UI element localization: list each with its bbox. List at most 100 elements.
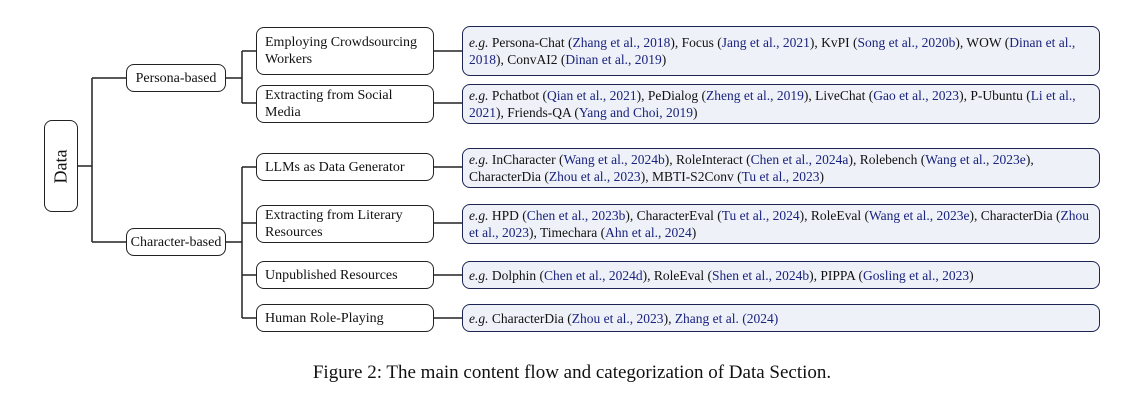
- dataset-name: P-Ubuntu (: [970, 88, 1031, 103]
- citation-link[interactable]: Song et al., 2020b: [857, 35, 956, 50]
- dataset-name: RoleEval (: [653, 267, 712, 283]
- eg-prefix: e.g.: [469, 35, 489, 50]
- dataset-name: CharacterDia (: [491, 310, 572, 326]
- leaf-crowdsourcing: Employing Crowdsourcing Workers: [256, 27, 434, 75]
- connector-leaf-examples: [434, 50, 462, 319]
- citation-link[interactable]: Zhou et al., 2023: [571, 310, 664, 326]
- dataset-name: CharacterDia (: [469, 169, 549, 184]
- dataset-name: InCharacter (: [491, 152, 564, 167]
- leaf-unpublished: Unpublished Resources: [256, 261, 434, 289]
- leaf-label: Unpublished Resources: [265, 267, 398, 283]
- citation-link[interactable]: Chen et al., 2024d: [544, 267, 643, 283]
- root-node-data: Data: [44, 120, 78, 212]
- citation-link[interactable]: Yang and Choi, 2019: [578, 105, 694, 120]
- citation-link[interactable]: Chen et al., 2023b: [526, 208, 626, 223]
- citation-link[interactable]: Gao et al., 2023: [873, 88, 960, 103]
- example-item: HPD (Chen et al., 2023b),: [491, 208, 637, 223]
- citation-link[interactable]: Zhang et al. (2024): [674, 310, 779, 326]
- leaf-label: Employing Crowdsourcing Workers: [265, 35, 418, 67]
- eg-prefix: e.g.: [469, 88, 489, 103]
- eg-prefix: e.g.: [469, 152, 489, 167]
- citation-link[interactable]: Tu et al., 2024: [721, 208, 800, 223]
- examples-box: e.g. CharacterDia (Zhou et al., 2023), Z…: [462, 304, 1100, 332]
- example-item: Dolphin (Chen et al., 2024d),: [491, 267, 654, 283]
- branch-character-based: Character-based: [126, 228, 226, 256]
- branch-persona-based: Persona-based: [126, 64, 226, 92]
- citation-link[interactable]: Zhou et al., 2023: [548, 169, 641, 184]
- example-item: WOW (Dinan et al., 2018),: [469, 35, 1076, 67]
- dataset-name: LiveChat (: [815, 88, 874, 103]
- citation-link[interactable]: Gosling et al., 2023: [863, 267, 970, 283]
- example-item: RoleEval (Shen et al., 2024b),: [653, 267, 821, 283]
- eg-prefix: e.g.: [469, 267, 489, 283]
- examples-box: e.g. InCharacter (Wang et al., 2024b), R…: [462, 148, 1100, 188]
- dataset-name: CharacterDia (: [980, 208, 1061, 223]
- connector-lines: [78, 50, 462, 319]
- example-item: PIPPA (Gosling et al., 2023): [820, 267, 974, 283]
- leaf-literary: Extracting from Literary Resources: [256, 205, 434, 243]
- example-item: Timechara (Ahn et al., 2024): [540, 225, 697, 240]
- example-item: P-Ubuntu (Li et al., 2021),: [469, 88, 1076, 120]
- dataset-name: MBTI-S2Conv (: [651, 169, 742, 184]
- citation-link[interactable]: Li et al., 2021: [469, 88, 1076, 120]
- citation-link[interactable]: Tu et al., 2023: [741, 169, 820, 184]
- dataset-name: Focus (: [681, 35, 722, 50]
- example-item: Zhang et al. (2024): [675, 311, 778, 326]
- leaf-social-media: Extracting from Social Media: [256, 85, 434, 123]
- dataset-name: HPD (: [491, 208, 527, 223]
- dataset-name: WOW (: [966, 35, 1010, 50]
- example-item: Friends-QA (Yang and Choi, 2019): [507, 105, 698, 120]
- branch-label: Character-based: [130, 234, 222, 250]
- citation-link[interactable]: Wang et al., 2023e: [925, 152, 1026, 167]
- root-label: Data: [50, 149, 71, 183]
- citation-link[interactable]: Ahn et al., 2024: [605, 225, 692, 240]
- example-item: Persona-Chat (Zhang et al., 2018),: [491, 35, 682, 50]
- citation-link[interactable]: Zhang et al., 2018: [572, 35, 671, 50]
- dataset-name: RoleInteract (: [675, 152, 751, 167]
- citation-link[interactable]: Dinan et al., 2018: [469, 35, 1076, 67]
- examples-box: e.g. HPD (Chen et al., 2023b), Character…: [462, 204, 1100, 244]
- example-item: RoleEval (Wang et al., 2023e),: [810, 208, 981, 223]
- example-item: KvPI (Song et al., 2020b),: [821, 35, 967, 50]
- citation-link[interactable]: Jang et al., 2021: [721, 35, 810, 50]
- dataset-name: Timechara (: [540, 225, 606, 240]
- example-item: CharacterDia (Zhou et al., 2023),: [491, 310, 675, 326]
- example-item: Pchatbot (Qian et al., 2021),: [491, 88, 648, 103]
- connector-root: [78, 77, 126, 243]
- dataset-name: ConvAI2 (: [507, 52, 566, 67]
- dataset-name: Dolphin (: [491, 267, 544, 283]
- citation-link[interactable]: Wang et al., 2023e: [868, 208, 970, 223]
- connector-character: [226, 166, 256, 319]
- example-item: ConvAI2 (Dinan et al., 2019): [507, 52, 667, 67]
- citation-link[interactable]: Zhou et al., 2023: [469, 208, 1090, 240]
- examples-box: e.g. Dolphin (Chen et al., 2024d), RoleE…: [462, 261, 1100, 289]
- example-item: RoleInteract (Chen et al., 2024a),: [675, 152, 860, 167]
- dataset-name: Pchatbot (: [491, 88, 547, 103]
- leaf-label: Extracting from Literary Resources: [265, 208, 403, 240]
- dataset-name: PIPPA (: [820, 267, 863, 283]
- citation-link[interactable]: Chen et al., 2024a: [750, 152, 849, 167]
- leaf-llm-generator: LLMs as Data Generator: [256, 153, 434, 181]
- example-item: Rolebench (Wang et al., 2023e),: [859, 152, 1034, 167]
- citation-link[interactable]: Qian et al., 2021: [547, 88, 637, 103]
- example-item: MBTI-S2Conv (Tu et al., 2023): [651, 169, 824, 184]
- example-item: CharacterDia (Zhou et al., 2023),: [469, 169, 652, 184]
- leaf-label: LLMs as Data Generator: [265, 159, 405, 175]
- leaf-label: Human Role-Playing: [265, 310, 384, 326]
- citation-link[interactable]: Shen et al., 2024b: [711, 267, 810, 283]
- example-item: LiveChat (Gao et al., 2023),: [815, 88, 971, 103]
- example-item: Focus (Jang et al., 2021),: [681, 35, 822, 50]
- example-item: CharacterEval (Tu et al., 2024),: [636, 208, 811, 223]
- branch-label: Persona-based: [135, 70, 217, 86]
- citation-link[interactable]: Dinan et al., 2019: [565, 52, 662, 67]
- figure-caption: Figure 2: The main content flow and cate…: [312, 362, 832, 383]
- citation-link[interactable]: Zheng et al., 2019: [705, 88, 804, 103]
- example-item: CharacterDia (Zhou et al., 2023),: [469, 208, 1090, 240]
- eg-prefix: e.g.: [469, 208, 489, 223]
- dataset-name: CharacterEval (: [636, 208, 722, 223]
- dataset-name: Rolebench (: [859, 152, 926, 167]
- example-item: InCharacter (Wang et al., 2024b),: [491, 152, 676, 167]
- dataset-name: PeDialog (: [647, 88, 706, 103]
- citation-link[interactable]: Wang et al., 2024b: [563, 152, 665, 167]
- dataset-name: Persona-Chat (: [491, 35, 573, 50]
